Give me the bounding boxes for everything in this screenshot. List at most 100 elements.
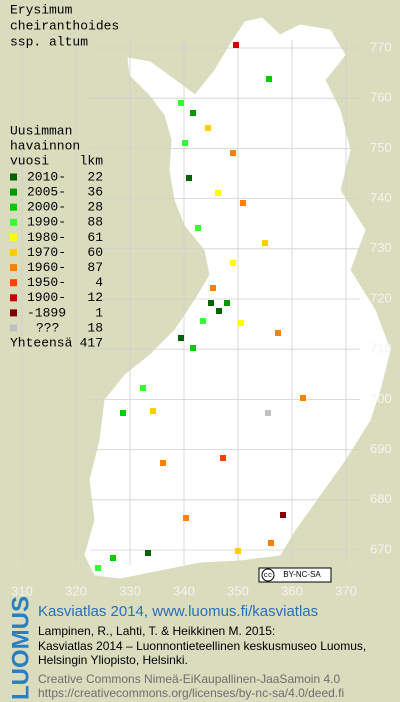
y-grid-label: 680 xyxy=(370,491,392,506)
legend-count: 18 xyxy=(87,320,103,335)
legend-col-count: lkm xyxy=(80,153,104,168)
observation-dot xyxy=(300,395,306,401)
legend-count: 1 xyxy=(95,305,103,320)
x-grid-label: 350 xyxy=(227,583,249,598)
observation-dot xyxy=(230,150,236,156)
y-grid-label: 740 xyxy=(370,190,392,205)
legend-label: 1900- xyxy=(27,290,66,305)
legend-count: 36 xyxy=(87,185,103,200)
legend-label: 2005- xyxy=(27,185,66,200)
observation-dot xyxy=(190,110,196,116)
citation: Kasviatlas 2014 – Luonnontieteellinen ke… xyxy=(38,639,366,653)
observation-dot xyxy=(262,240,268,246)
license: Creative Commons Nimeä-EiKaupallinen-Jaa… xyxy=(38,672,340,686)
legend-swatch xyxy=(10,173,17,181)
legend-count: 28 xyxy=(87,200,103,215)
observation-dot xyxy=(216,308,222,314)
citation: Lampinen, R., Lahti, T. & Heikkinen M. 2… xyxy=(38,624,275,638)
observation-dot xyxy=(210,285,216,291)
legend-count: 22 xyxy=(87,169,103,184)
total-label: Yhteensä xyxy=(10,336,73,351)
y-grid-label: 760 xyxy=(370,90,392,105)
observation-dot xyxy=(215,190,221,196)
legend-label: 1990- xyxy=(27,215,66,230)
x-grid-label: 360 xyxy=(281,583,303,598)
observation-dot xyxy=(233,42,239,48)
x-grid-label: 310 xyxy=(11,583,33,598)
observation-dot xyxy=(150,408,156,414)
legend-col-year: vuosi xyxy=(10,153,49,168)
species-name: Erysimum xyxy=(10,2,73,17)
observation-dot xyxy=(220,455,226,461)
legend: 2010- 22 2005- 36 2000- 28 1990- 88 1980- 61 1970-… xyxy=(10,169,103,351)
y-grid-label: 700 xyxy=(370,391,392,406)
x-grid-label: 370 xyxy=(335,583,357,598)
grid: 770 760 750 740 730 720 710 700 690 680 670 310 320 3… xyxy=(11,39,392,598)
observation-dot xyxy=(266,76,272,82)
species-name: cheiranthoides xyxy=(10,18,119,33)
legend-swatch xyxy=(10,218,17,226)
y-grid-label: 670 xyxy=(370,541,392,556)
total-count: 417 xyxy=(80,336,103,351)
legend-label: 1980- xyxy=(27,230,66,245)
observation-dot xyxy=(200,318,206,324)
observation-dot xyxy=(145,550,151,556)
legend-swatch xyxy=(10,264,17,272)
cc-icon xyxy=(261,568,275,582)
observation-dot xyxy=(186,175,192,181)
legend-heading: havainnon xyxy=(10,138,80,153)
license-badge xyxy=(258,567,332,583)
y-grid-label: 710 xyxy=(370,341,392,356)
legend-swatch xyxy=(10,309,17,317)
license-badge-text: BY-NC-SA xyxy=(283,570,321,579)
species-name: ssp. altum xyxy=(10,34,88,49)
legend-label: 1970- xyxy=(27,245,66,260)
legend-count: 88 xyxy=(87,215,103,230)
observation-dot xyxy=(95,565,101,571)
x-grid-label: 320 xyxy=(65,583,87,598)
legend-swatch xyxy=(10,203,17,211)
y-grid-label: 750 xyxy=(370,140,392,155)
observation-dot xyxy=(280,512,286,518)
legend-swatch xyxy=(10,249,17,256)
legend-heading: Uusimman xyxy=(10,123,72,138)
observation-dot xyxy=(140,385,146,391)
observation-dot xyxy=(182,140,188,146)
y-grid-label: 690 xyxy=(370,441,392,456)
observation-dot xyxy=(205,125,211,131)
observation-dot xyxy=(190,345,196,351)
legend-count: 87 xyxy=(87,260,103,275)
legend-count: 12 xyxy=(87,290,103,305)
legend-count: 4 xyxy=(95,275,103,290)
license: https://creativecommons.org/licenses/by-… xyxy=(38,686,344,700)
legend-swatch xyxy=(10,324,17,332)
observation-dot xyxy=(208,300,214,306)
observation-dot xyxy=(238,320,244,326)
y-grid-label: 720 xyxy=(370,290,392,305)
observation-dot xyxy=(230,260,236,266)
citation: Helsingin Yliopisto, Helsinki. xyxy=(38,653,188,667)
legend-swatch xyxy=(10,233,17,241)
observation-dot xyxy=(240,200,246,206)
observation-dot xyxy=(160,460,166,466)
observation-dots xyxy=(95,42,306,571)
cc-text: cc xyxy=(264,572,272,580)
headline: Kasviatlas 2014, www.luomus.fi/kasviatla… xyxy=(38,603,318,620)
observation-dot xyxy=(178,335,184,341)
observation-dot xyxy=(235,548,241,554)
brand: LUOMUS xyxy=(7,596,34,700)
observation-dot xyxy=(224,300,230,306)
legend-swatch xyxy=(10,188,17,196)
observation-dot xyxy=(265,410,271,416)
observation-dot xyxy=(268,540,274,546)
observation-dot xyxy=(195,225,201,231)
legend-label: 1950- xyxy=(27,275,66,290)
finland-map xyxy=(84,17,391,579)
observation-dot xyxy=(120,410,126,416)
y-grid-label: 770 xyxy=(370,39,392,54)
legend-count: 60 xyxy=(87,245,103,260)
x-grid-label: 340 xyxy=(173,583,195,598)
legend-swatch xyxy=(10,279,17,287)
observation-dot xyxy=(178,100,184,106)
